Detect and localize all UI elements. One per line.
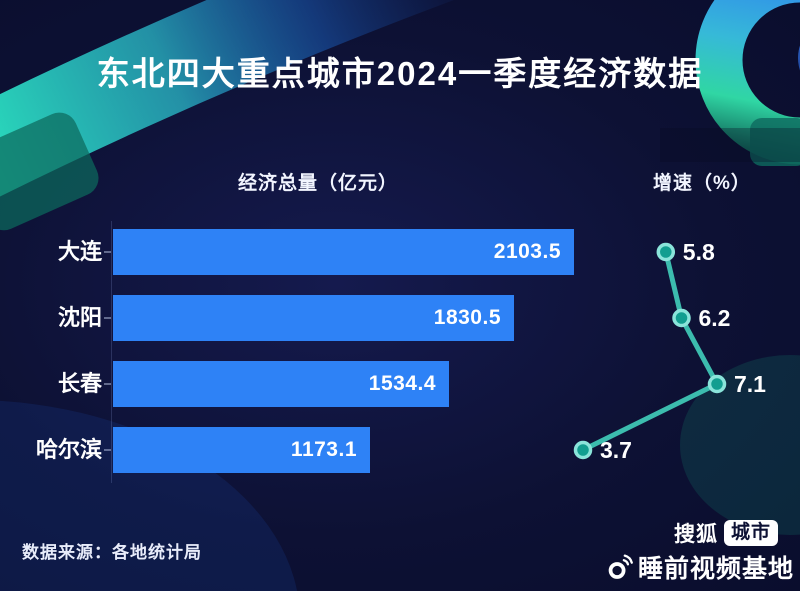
axis-tick <box>104 251 111 253</box>
category-label: 哈尔滨 <box>35 437 102 462</box>
axis-tick <box>104 383 111 385</box>
bar-value-label: 1173.1 <box>290 438 357 461</box>
brand-block: 搜狐 城市 睡前视频基地 <box>606 518 794 585</box>
category-label: 大连 <box>57 239 102 264</box>
bar-chart: 大连 2103.5 沈阳 1830.5 长春 1534.4 哈尔滨 1173.1 <box>0 221 800 499</box>
bar: 1534.4 <box>113 361 449 407</box>
category-label: 沈阳 <box>57 305 102 330</box>
bar-value-label: 1830.5 <box>433 306 501 329</box>
city-badge: 城市 <box>723 520 778 546</box>
bar-row: 长春 1534.4 <box>0 361 800 407</box>
bar-value-label: 1534.4 <box>368 372 436 395</box>
axis-tick <box>104 317 111 319</box>
weibo-icon <box>608 554 633 579</box>
bar: 1830.5 <box>113 295 514 341</box>
sohu-city-logo: 搜狐 城市 <box>606 518 778 548</box>
bar-row: 哈尔滨 1173.1 <box>0 427 800 473</box>
bar-axis-line <box>111 221 112 483</box>
line-column-header: 增速（%） <box>653 173 751 194</box>
bar: 1173.1 <box>113 427 370 473</box>
bar: 2103.5 <box>113 229 574 275</box>
page-title: 东北四大重点城市2024一季度经济数据 <box>96 55 704 92</box>
watermark-row: 睡前视频基地 <box>606 549 794 585</box>
axis-tick <box>104 449 111 451</box>
category-label: 长春 <box>57 371 102 396</box>
bar-row: 大连 2103.5 <box>0 229 800 275</box>
watermark-text: 睡前视频基地 <box>637 555 794 583</box>
bar-column-header: 经济总量（亿元） <box>238 173 399 194</box>
sohu-logo-text: 搜狐 <box>673 523 718 546</box>
bar-row: 沈阳 1830.5 <box>0 295 800 341</box>
bar-value-label: 2103.5 <box>493 240 561 263</box>
data-source-note: 数据来源：各地统计局 <box>22 543 202 562</box>
